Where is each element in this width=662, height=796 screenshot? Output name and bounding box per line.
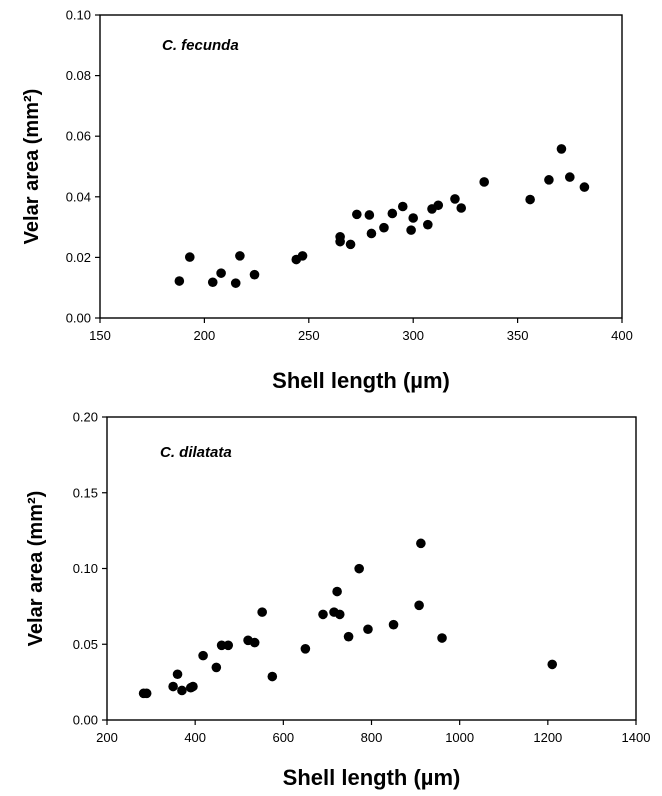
data-point	[525, 194, 535, 205]
plot-frame	[99, 14, 623, 319]
panel-c-dilatata: 200 400 600 800 1000 1200 1400 0.00 0.05 0.10 0.15…	[25, 410, 650, 791]
x-tick-label: 600	[272, 730, 294, 745]
data-point	[433, 200, 444, 211]
data-point	[364, 210, 375, 220]
data-point	[211, 662, 222, 673]
x-tick-label: 200	[194, 328, 216, 343]
x-tick-label: 200	[96, 730, 118, 745]
y-tick-label: 0.20	[73, 410, 98, 425]
data-point	[363, 624, 373, 635]
data-point	[343, 631, 354, 642]
data-point	[249, 269, 260, 280]
data-point	[235, 251, 245, 261]
y-tick-label: 0.04	[66, 189, 91, 204]
plot-frame	[106, 416, 637, 721]
x-tick-label: 400	[611, 328, 633, 343]
data-point	[300, 643, 311, 654]
y-tick-label: 0.10	[66, 8, 91, 23]
x-tick-label: 250	[298, 328, 320, 343]
data-point	[379, 222, 389, 233]
data-point	[387, 208, 398, 219]
data-point	[456, 203, 467, 213]
data-point	[216, 640, 227, 651]
data-point	[408, 213, 419, 223]
data-point	[437, 633, 447, 643]
x-tick-label: 800	[361, 730, 383, 745]
data-point	[565, 172, 575, 182]
data-point	[172, 669, 183, 680]
panel-c-fecunda: 150 200 250 300 350 400 0.00 0.02 0.04 0.06 0.08 0.…	[21, 8, 633, 394]
data-point	[335, 236, 345, 247]
panel-label: C. dilatata	[160, 444, 232, 461]
y-tick-label: 0.02	[66, 250, 91, 265]
x-tick-label: 1000	[445, 730, 474, 745]
data-point	[352, 209, 362, 220]
x-axis-label: Shell length (µm)	[272, 368, 450, 393]
data-point	[414, 600, 424, 611]
x-tick-label: 350	[507, 328, 529, 343]
data-point	[207, 277, 218, 288]
data-point	[188, 681, 198, 692]
data-point	[177, 685, 187, 696]
data-point	[141, 688, 152, 699]
data-point	[366, 228, 377, 239]
data-point	[579, 182, 590, 192]
data-point	[388, 619, 399, 630]
data-point	[416, 538, 426, 549]
data-point	[479, 177, 489, 187]
y-tick-label: 0.08	[66, 68, 91, 83]
data-point	[297, 251, 308, 261]
data-point	[257, 607, 267, 617]
data-point	[216, 268, 226, 278]
x-tick-label: 150	[89, 328, 111, 343]
data-point	[318, 609, 328, 620]
data-point	[397, 201, 408, 212]
data-point	[332, 586, 342, 597]
y-tick-label: 0.00	[73, 713, 98, 728]
data-point	[174, 276, 185, 286]
data-point	[223, 640, 234, 651]
y-tick-label: 0.06	[66, 129, 91, 144]
x-tick-label: 1200	[533, 730, 562, 745]
y-axis-label: Velar area (mm²)	[25, 491, 47, 647]
data-point	[334, 609, 345, 620]
data-point	[556, 144, 567, 154]
x-tick-label: 400	[184, 730, 206, 745]
x-tick-label: 1400	[622, 730, 651, 745]
y-tick-label: 0.05	[73, 637, 98, 652]
data-point	[249, 637, 260, 648]
panel-label: C. fecunda	[162, 37, 239, 54]
data-point	[406, 225, 416, 235]
data-point	[547, 659, 558, 670]
data-point	[345, 239, 356, 250]
y-axis-label: Velar area (mm²)	[21, 89, 43, 245]
data-point	[198, 650, 208, 661]
x-axis-label: Shell length (µm)	[283, 765, 461, 790]
data-point	[544, 175, 554, 185]
data-point	[168, 681, 178, 692]
data-point	[184, 252, 195, 262]
data-point	[267, 671, 278, 682]
x-tick-label: 300	[402, 328, 424, 343]
data-point	[230, 278, 241, 288]
data-point	[354, 563, 364, 574]
y-tick-label: 0.15	[73, 485, 98, 500]
y-tick-label: 0.10	[73, 561, 98, 576]
y-tick-label: 0.00	[66, 311, 91, 326]
data-point	[423, 219, 433, 230]
data-point	[450, 194, 460, 204]
